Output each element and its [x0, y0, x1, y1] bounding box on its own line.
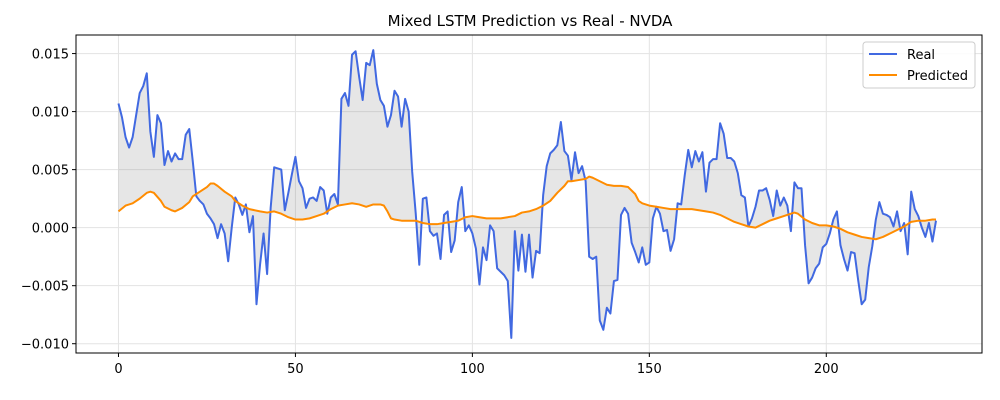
- legend: Real Predicted: [862, 41, 976, 89]
- fill-between-region: [118, 50, 936, 338]
- y-tick-label: −0.010: [21, 338, 69, 353]
- series-line-predicted: [117, 175, 936, 241]
- y-tick-label: 0.005: [32, 164, 69, 179]
- x-tick-label: 0: [114, 362, 122, 377]
- x-tick-label: 50: [287, 362, 304, 377]
- legend-label-real: Real: [907, 48, 935, 63]
- series-lines: [117, 49, 937, 339]
- legend-label-predicted: Predicted: [907, 69, 968, 84]
- chart-title: Mixed LSTM Prediction vs Real - NVDA: [388, 12, 674, 30]
- y-tick-label: 0.010: [32, 106, 69, 121]
- y-tick-label: −0.005: [21, 280, 69, 295]
- y-tick-label: 0.015: [32, 48, 69, 63]
- grid-lines: [76, 35, 982, 353]
- x-tick-label: 150: [637, 362, 662, 377]
- x-tick-label: 100: [460, 362, 485, 377]
- plot-area-frame: [75, 34, 983, 354]
- y-tick-label: 0.000: [32, 222, 69, 237]
- fill-between-area: [118, 50, 936, 338]
- axis-ticks: 0 50 100 150 200 −0.010 −0.005 0.000 0.005 0.010 0…: [21, 48, 839, 377]
- series-line-real: [117, 49, 937, 339]
- x-tick-label: 200: [814, 362, 839, 377]
